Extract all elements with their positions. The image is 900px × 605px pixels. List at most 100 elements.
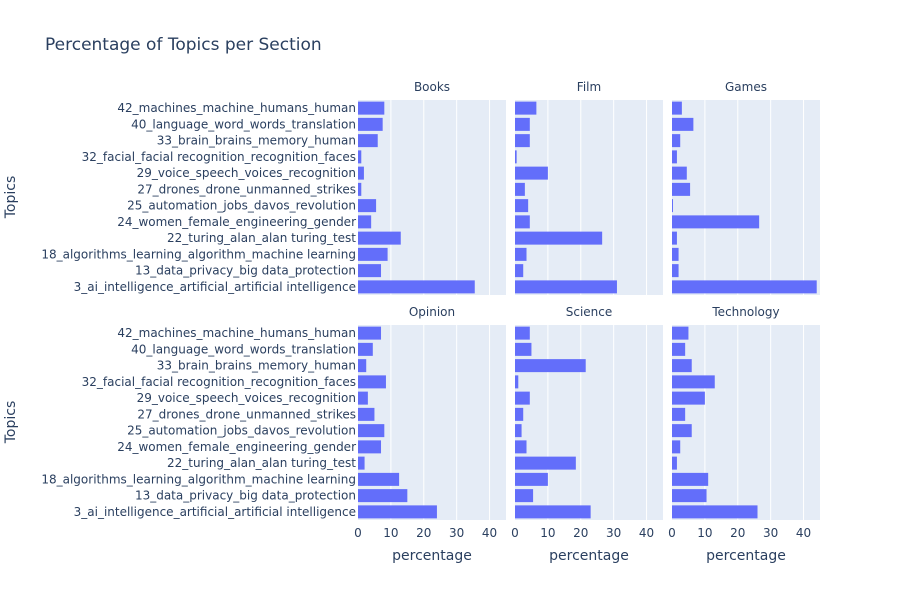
y-tick-label: 24_women_female_engineering_gender	[117, 440, 356, 454]
y-tick-label: 25_automation_jobs_davos_revolution	[127, 199, 356, 213]
x-tick-label: 30	[449, 526, 464, 540]
bar-opinion-1	[358, 326, 382, 340]
bar-science-11	[515, 489, 534, 503]
bar-books-12	[358, 280, 475, 294]
bar-books-10	[358, 247, 388, 261]
bar-science-9	[515, 456, 576, 470]
bar-film-3	[515, 134, 530, 148]
x-tick-label: 40	[796, 526, 811, 540]
panel-technology: Technology	[672, 305, 820, 520]
bar-film-2	[515, 117, 530, 131]
y-tick-label: 40_language_word_words_translation	[131, 342, 356, 356]
x-tick-label: 40	[482, 526, 497, 540]
y-tick-label: 25_automation_jobs_davos_revolution	[127, 424, 356, 438]
bar-film-9	[515, 231, 603, 245]
bar-opinion-10	[358, 472, 400, 486]
bar-books-3	[358, 134, 378, 148]
bar-books-11	[358, 264, 382, 278]
panel-title-technology: Technology	[711, 305, 779, 319]
bar-film-4	[515, 150, 517, 164]
bar-opinion-9	[358, 456, 365, 470]
bar-books-7	[358, 199, 377, 213]
bar-books-6	[358, 182, 362, 196]
bar-technology-10	[672, 472, 709, 486]
bar-science-12	[515, 505, 591, 519]
bar-games-8	[672, 215, 760, 229]
bar-science-7	[515, 424, 522, 438]
bar-technology-11	[672, 489, 707, 503]
bar-opinion-11	[358, 489, 408, 503]
bar-film-10	[515, 247, 527, 261]
bar-science-1	[515, 326, 530, 340]
panel-books: Books	[358, 80, 506, 295]
y-tick-label: 42_machines_machine_humans_human	[117, 101, 356, 115]
y-tick-label: 33_brain_brains_memory_human	[157, 134, 356, 148]
bar-books-4	[358, 150, 362, 164]
bar-games-12	[672, 280, 817, 294]
bar-science-5	[515, 391, 530, 405]
bar-books-2	[358, 117, 383, 131]
bar-technology-3	[672, 359, 692, 373]
bar-games-11	[672, 264, 679, 278]
bar-games-3	[672, 134, 681, 148]
x-tick-label: 20	[573, 526, 588, 540]
y-tick-label: 13_data_privacy_big data_protection	[135, 264, 356, 278]
panel-games: Games	[672, 80, 820, 295]
bar-science-3	[515, 359, 586, 373]
bar-opinion-2	[358, 342, 373, 356]
chart-title: Percentage of Topics per Section	[45, 35, 322, 55]
bar-technology-12	[672, 505, 758, 519]
y-axis-title-top: Topics	[3, 176, 19, 220]
bar-film-1	[515, 101, 537, 115]
x-tick-label: 20	[416, 526, 431, 540]
x-tick-label: 10	[540, 526, 555, 540]
panel-title-film: Film	[577, 80, 601, 94]
x-tick-label: 20	[730, 526, 745, 540]
bar-technology-5	[672, 391, 705, 405]
bar-science-10	[515, 472, 548, 486]
y-tick-label: 32_facial_facial recognition_recognition…	[82, 150, 356, 164]
bar-games-6	[672, 182, 691, 196]
x-axis-title-col3: percentage	[706, 548, 786, 564]
panel-title-science: Science	[566, 305, 613, 319]
bar-film-8	[515, 215, 530, 229]
bar-opinion-7	[358, 424, 385, 438]
bar-film-12	[515, 280, 617, 294]
bar-science-6	[515, 407, 524, 421]
bar-technology-7	[672, 424, 692, 438]
y-tick-label: 3_ai_intelligence_artificial_artificial …	[74, 280, 356, 294]
x-tick-label: 0	[511, 526, 519, 540]
panel-background	[672, 325, 820, 520]
bar-technology-2	[672, 342, 686, 356]
bar-opinion-5	[358, 391, 368, 405]
bar-books-5	[358, 166, 364, 180]
panel-opinion: Opinion	[358, 305, 506, 520]
panel-background	[358, 325, 506, 520]
bar-film-11	[515, 264, 524, 278]
bar-games-1	[672, 101, 682, 115]
panels-layer: Books Film Games Opinion Science Technology	[358, 80, 820, 520]
y-tick-label: 42_machines_machine_humans_human	[117, 326, 356, 340]
bar-film-5	[515, 166, 548, 180]
panel-background	[515, 325, 663, 520]
y-tick-label: 18_algorithms_learning_algorithm_machine…	[41, 472, 356, 486]
y-tick-label: 33_brain_brains_memory_human	[157, 359, 356, 373]
y-tick-label: 24_women_female_engineering_gender	[117, 215, 356, 229]
y-axis-title-bottom: Topics	[3, 401, 19, 445]
bar-games-2	[672, 117, 694, 131]
y-tick-label: 27_drones_drone_unmanned_strikes	[137, 407, 356, 421]
bar-opinion-4	[358, 375, 386, 389]
bar-books-9	[358, 231, 401, 245]
x-tick-label: 10	[697, 526, 712, 540]
y-tick-label: 22_turing_alan_alan turing_test	[167, 231, 356, 245]
panel-title-books: Books	[414, 80, 450, 94]
x-axis-title-col1: percentage	[392, 548, 472, 564]
x-tick-label: 0	[354, 526, 362, 540]
y-tick-label: 29_voice_speech_voices_recognition	[137, 166, 356, 180]
bar-technology-9	[672, 456, 677, 470]
x-axis-ticks: 0 10 20 30 40 0 10 20 30 40 0 10 20 30 40	[354, 526, 811, 540]
bar-technology-4	[672, 375, 715, 389]
bar-books-1	[358, 101, 385, 115]
